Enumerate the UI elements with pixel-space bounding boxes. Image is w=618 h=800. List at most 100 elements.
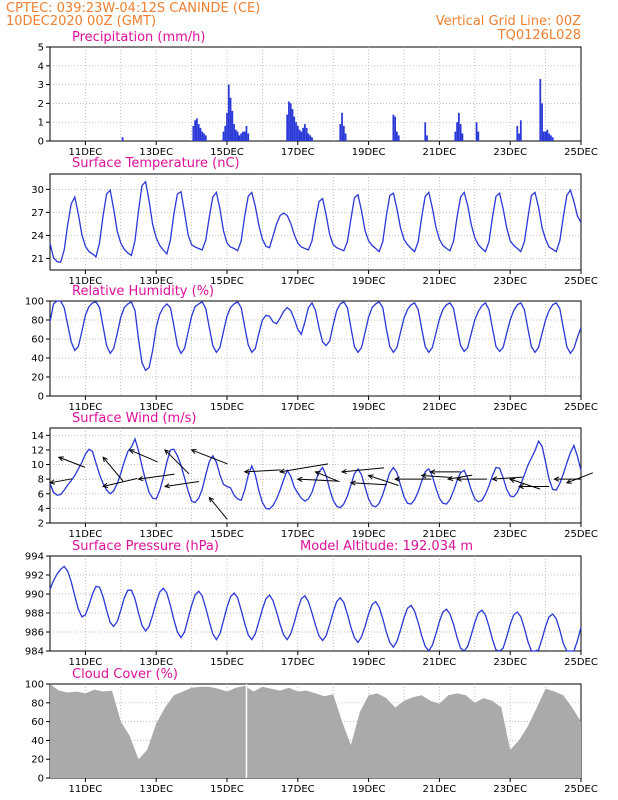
x-tick-label: 11DEC xyxy=(69,147,103,158)
precip-bar xyxy=(247,133,250,141)
header-model-code: TQ0126L028 xyxy=(497,28,581,43)
precip-bar xyxy=(539,78,542,141)
precip-bar xyxy=(227,84,230,141)
panel-3: Surface Wind (m/s) 11DEC 13DEC 15DEC 17DEC 19… xyxy=(31,411,598,540)
x-tick-label: 25DEC xyxy=(564,657,598,668)
x-tick-label: 17DEC xyxy=(281,147,315,158)
precip-bar xyxy=(201,131,204,141)
precip-bar xyxy=(454,131,457,141)
panel-title: Cloud Cover (%) xyxy=(72,667,178,682)
y-tick-label: 3 xyxy=(38,80,44,91)
wind-arrow-head xyxy=(57,456,64,462)
wind-arrow-head xyxy=(340,468,347,475)
cloud-area xyxy=(50,684,581,778)
precip-bar xyxy=(229,97,232,141)
precip-bar xyxy=(339,124,342,141)
precip-bar xyxy=(291,109,294,141)
wind-arrow xyxy=(208,497,228,520)
x-tick-label: 21DEC xyxy=(423,529,457,540)
panel-title: Relative Humidity (%) xyxy=(72,284,214,299)
wind-arrow-head xyxy=(517,483,524,490)
header-init-time: 10DEC2020 00Z (GMT) xyxy=(6,14,156,29)
y-tick-label: 984 xyxy=(25,647,44,658)
series-line xyxy=(49,565,582,653)
precip-bar xyxy=(231,110,234,141)
precip-bar xyxy=(548,133,551,141)
wind-arrow-head xyxy=(163,483,170,489)
panel-5: Cloud Cover (%) 11DEC 13DEC 15DEC 17DEC 19DEC… xyxy=(25,667,598,795)
precip-bar xyxy=(307,133,310,141)
y-tick-label: 21 xyxy=(31,254,44,265)
precip-bar xyxy=(302,127,304,141)
wind-arrow xyxy=(164,480,200,487)
precip-bar xyxy=(286,114,289,141)
y-tick-label: 992 xyxy=(25,571,44,582)
header-station: CPTEC: 039:23W-04:12S CANINDE (CE) xyxy=(6,1,260,16)
wind-arrow xyxy=(129,449,158,463)
y-tick-label: 100 xyxy=(25,297,44,308)
x-tick-label: 25DEC xyxy=(564,402,598,413)
y-tick-label: 986 xyxy=(25,628,44,639)
x-tick-label: 17DEC xyxy=(281,276,315,287)
wind-arrow-head xyxy=(128,449,135,455)
precip-bar xyxy=(293,116,296,141)
y-tick-label: 988 xyxy=(25,609,44,620)
x-tick-label: 13DEC xyxy=(139,657,173,668)
series-line xyxy=(49,437,582,510)
wind-arrow-head xyxy=(565,478,572,484)
precip-bar xyxy=(459,124,462,141)
panel-1: Surface Temperature (nC) 11DEC 13DEC 15DEC 1… xyxy=(31,156,598,287)
wind-arrow xyxy=(342,467,385,473)
x-tick-label: 13DEC xyxy=(139,276,173,287)
wind-arrow-head xyxy=(553,476,560,482)
precip-bar xyxy=(475,122,478,141)
panel-title: Precipitation (mm/h) xyxy=(72,30,205,45)
precip-bar xyxy=(298,129,301,141)
wind-arrow xyxy=(102,456,124,482)
x-tick-label: 23DEC xyxy=(493,657,527,668)
precip-bar xyxy=(461,133,464,141)
y-tick-label: 4 xyxy=(38,504,44,515)
panel-frame xyxy=(49,300,582,397)
precip-bar xyxy=(300,131,303,141)
precip-bar xyxy=(233,124,235,141)
precip-bar xyxy=(541,103,543,141)
precip-bar xyxy=(121,137,124,141)
x-tick-label: 13DEC xyxy=(139,147,173,158)
x-tick-label: 25DEC xyxy=(564,147,598,158)
precip-bar xyxy=(245,125,248,141)
y-tick-label: 5 xyxy=(38,43,44,54)
precip-bar xyxy=(397,135,400,141)
precip-bar xyxy=(240,133,243,141)
panel-frame xyxy=(49,427,582,524)
precip-bar xyxy=(305,127,308,141)
y-tick-label: 2 xyxy=(38,519,44,530)
wind-arrow-head xyxy=(367,474,374,480)
wind-arrow-head xyxy=(394,476,400,482)
precip-bar xyxy=(542,131,545,141)
x-tick-label: 21DEC xyxy=(423,147,457,158)
y-tick-label: 10 xyxy=(31,460,44,471)
wind-arrow xyxy=(421,475,452,478)
wind-arrow xyxy=(58,456,86,468)
y-tick-label: 990 xyxy=(25,590,44,601)
precip-bar xyxy=(519,120,522,141)
x-tick-label: 13DEC xyxy=(139,402,173,413)
wind-arrow-head xyxy=(278,468,286,474)
panel-title: Surface Pressure (hPa) xyxy=(72,539,219,554)
x-tick-label: 15DEC xyxy=(210,784,244,795)
y-tick-label: 40 xyxy=(31,736,44,747)
precip-bar xyxy=(544,131,547,141)
panel-frame xyxy=(49,46,582,142)
x-tick-label: 25DEC xyxy=(564,276,598,287)
precip-bar xyxy=(234,129,237,141)
x-tick-label: 15DEC xyxy=(210,529,244,540)
precip-bar xyxy=(243,131,246,141)
wind-arrow-head xyxy=(491,476,498,482)
wind-arrow-head xyxy=(137,475,144,482)
x-tick-label: 21DEC xyxy=(423,402,457,413)
precip-bar xyxy=(238,135,241,141)
x-tick-label: 19DEC xyxy=(352,276,386,287)
wind-arrow-head xyxy=(349,480,356,486)
y-tick-label: 40 xyxy=(31,354,44,365)
